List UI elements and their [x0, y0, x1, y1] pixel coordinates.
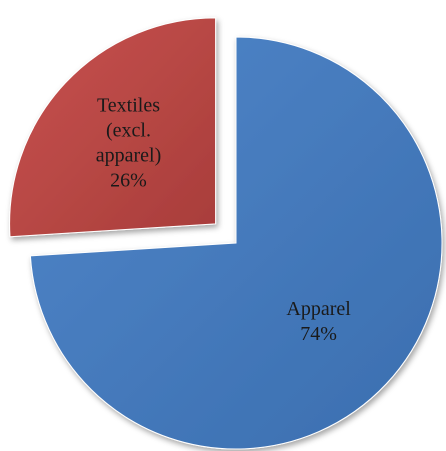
pie-slice-label: Textiles (excl. apparel) 26%: [96, 95, 162, 192]
pie-slice-category-label: (excl.: [106, 120, 151, 142]
pie-labels: Apparel 74% Textiles (excl. apparel) 26%: [96, 95, 352, 346]
pie-slice-apparel: [29, 36, 443, 450]
pie-slices: [9, 17, 443, 450]
pie-slice-textiles-excl-apparel: [9, 17, 217, 238]
pie-slice-value-label: 74%: [300, 323, 337, 345]
pie-slice-category-label: apparel): [96, 145, 162, 167]
pie-slice-value-label: 26%: [110, 170, 147, 192]
pie-slice-label: Apparel 74%: [286, 298, 351, 345]
pie-slice-category-label: Apparel: [286, 298, 351, 320]
pie-slice-category-label: Textiles: [97, 95, 160, 117]
